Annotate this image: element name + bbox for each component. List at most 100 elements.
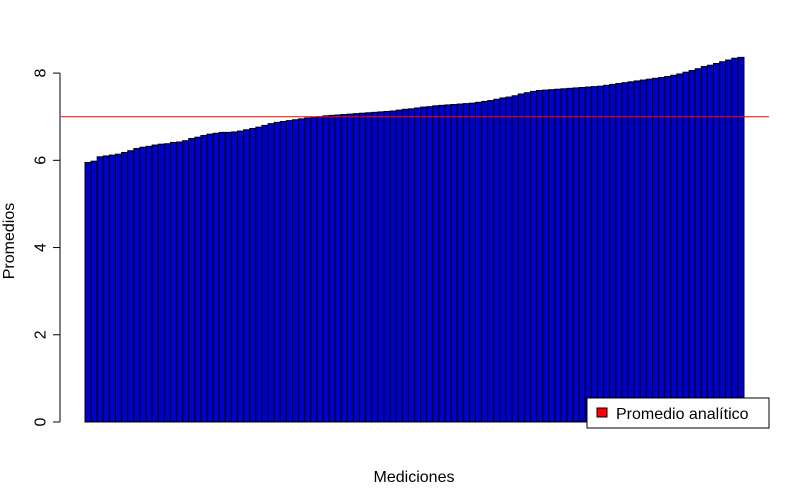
y-axis-label: Promedios: [1, 203, 18, 279]
bar: [676, 73, 684, 423]
bar: [560, 88, 568, 423]
x-axis-label: Mediciones: [374, 469, 455, 486]
y-tick-label: 4: [33, 243, 50, 252]
bar: [90, 160, 98, 423]
bar: [151, 144, 159, 423]
bar: [462, 103, 470, 423]
legend-label: Promedio analítico: [616, 406, 749, 423]
bar: [212, 132, 220, 423]
bar: [133, 148, 141, 423]
bar: [243, 129, 251, 423]
bar: [145, 145, 153, 423]
bar: [365, 112, 373, 423]
bar: [700, 66, 708, 423]
y-tick-label: 0: [33, 417, 50, 426]
bar: [725, 59, 733, 423]
bar: [127, 150, 135, 423]
bar: [609, 83, 617, 423]
bar: [328, 114, 336, 423]
bar: [267, 123, 275, 423]
legend-box: [586, 397, 770, 429]
bar: [621, 82, 629, 423]
bar: [176, 141, 184, 423]
bar: [426, 106, 434, 423]
bar: [639, 79, 647, 423]
bar: [310, 116, 318, 423]
bar: [627, 81, 635, 423]
bar: [450, 103, 458, 423]
y-tick-label: 6: [33, 156, 50, 165]
bar: [511, 95, 519, 423]
bar: [523, 92, 531, 423]
bar: [139, 146, 147, 423]
bar: [499, 97, 507, 423]
bar: [615, 83, 623, 423]
bar: [249, 127, 257, 423]
bar: [115, 153, 123, 423]
bar: [578, 86, 586, 423]
bar: [487, 100, 495, 423]
bar: [597, 85, 605, 423]
bar: [542, 89, 550, 423]
bar: [298, 118, 306, 423]
bar: [102, 155, 110, 423]
bar: [291, 119, 300, 423]
bar: [633, 80, 641, 423]
bar: [334, 114, 342, 423]
bar: [548, 89, 556, 423]
bar: [554, 88, 562, 423]
bar: [731, 57, 739, 423]
bar: [706, 64, 714, 423]
bar: [590, 86, 599, 423]
bars-group: [84, 56, 745, 423]
bar: [237, 130, 245, 423]
bar: [230, 131, 239, 423]
bar: [273, 121, 281, 423]
bar: [261, 124, 269, 423]
bar: [371, 111, 379, 423]
bar: [566, 87, 574, 423]
bar: [157, 143, 165, 423]
bar: [407, 108, 415, 423]
bar: [169, 141, 178, 423]
bar: [505, 96, 513, 423]
bar: [603, 84, 611, 423]
bar: [645, 78, 653, 423]
bar: [584, 86, 592, 423]
bar: [200, 134, 208, 423]
bar: [359, 112, 367, 423]
bar: [694, 68, 702, 423]
bar: [285, 120, 293, 423]
bar: [255, 126, 263, 423]
bar: [432, 105, 440, 423]
bar: [383, 110, 391, 423]
bar: [206, 133, 214, 423]
bar: [670, 74, 678, 423]
bar: [475, 101, 483, 423]
bar: [84, 161, 92, 423]
bar: [529, 90, 538, 423]
bar: [444, 104, 452, 423]
legend: Promedio analítico: [586, 397, 770, 429]
bar: [316, 116, 324, 423]
bar: [481, 100, 489, 423]
y-axis: 0 2 4 6 8: [33, 69, 61, 426]
y-tick-label: 2: [33, 330, 50, 339]
bar: [377, 111, 385, 423]
bar: [664, 76, 672, 423]
bar: [682, 71, 690, 423]
bar: [346, 113, 354, 423]
bar: [352, 113, 361, 423]
y-tick-label: 8: [33, 69, 50, 78]
bar: [651, 77, 660, 423]
bar: [121, 151, 129, 423]
bar: [322, 115, 330, 423]
bar: [218, 131, 226, 423]
bar: [737, 56, 745, 423]
bar: [304, 117, 312, 423]
bar: [395, 109, 403, 423]
bar: [182, 140, 190, 423]
bar: [163, 143, 171, 423]
bar: [456, 103, 464, 423]
bar: [719, 61, 727, 423]
